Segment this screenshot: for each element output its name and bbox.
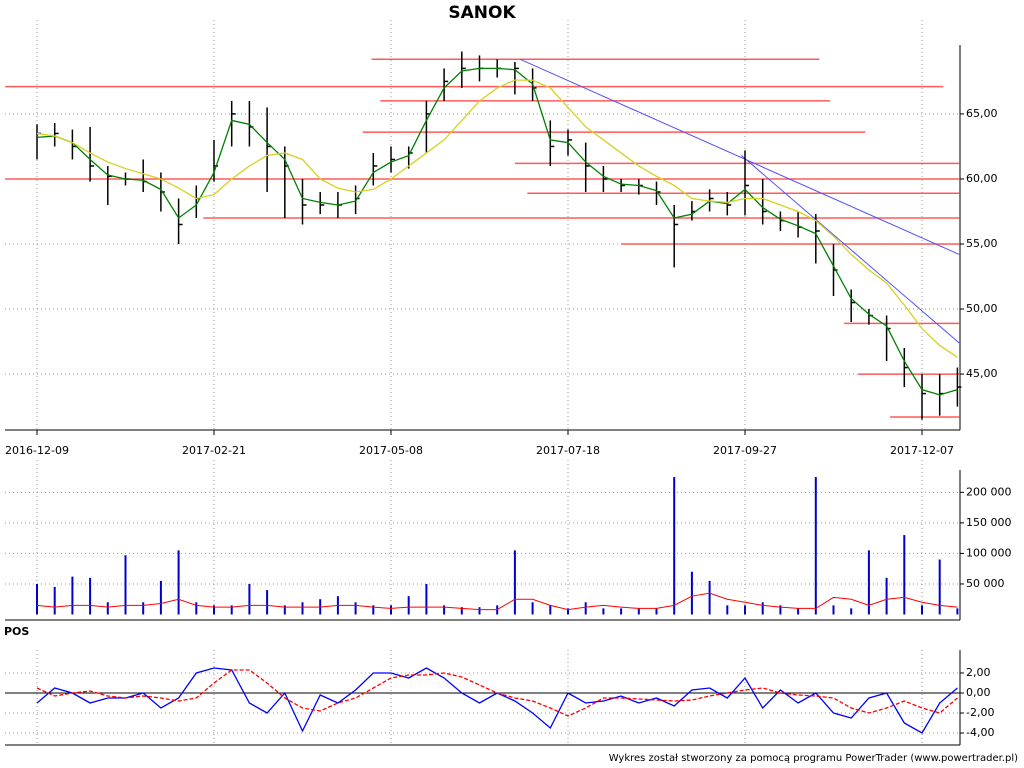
y-tick-label: 45,00: [966, 367, 998, 380]
volume-bar: [602, 608, 605, 615]
volume-bar: [744, 605, 746, 615]
x-tick-label: 2016-12-09: [5, 444, 69, 457]
volume-bar: [478, 607, 481, 615]
volume-bar: [53, 587, 56, 615]
y-tick-label: 65,00: [966, 107, 998, 120]
y-tick-label: 150 000: [966, 516, 1012, 529]
volume-bar: [567, 608, 569, 615]
volume-bar: [726, 605, 729, 615]
volume-bar: [584, 602, 587, 615]
volume-bar: [850, 608, 853, 615]
volume-bar: [390, 605, 392, 615]
volume-bar: [177, 550, 180, 615]
x-tick-label: 2017-02-21: [182, 444, 246, 457]
y-tick-label: -4,00: [966, 726, 994, 739]
volume-bar: [425, 583, 428, 615]
volume-bar: [620, 608, 623, 615]
volume-bar: [655, 608, 658, 615]
panel-title: POS: [4, 625, 29, 638]
trend-line: [741, 155, 960, 344]
volume-bar: [71, 576, 74, 615]
volume-bar: [637, 608, 640, 615]
volume-bar: [213, 605, 215, 615]
volume-bar: [956, 608, 959, 615]
volume-bar: [690, 571, 693, 615]
volume-bar: [460, 607, 463, 615]
volume-bar: [106, 602, 109, 615]
volume-bar: [867, 550, 870, 615]
volume-bar: [549, 605, 552, 615]
volume-bar: [283, 605, 286, 615]
volume-bar: [814, 477, 817, 615]
volume-bar: [301, 602, 304, 615]
volume-bar: [797, 608, 800, 615]
volume-average: [36, 592, 958, 611]
volume-bar: [230, 605, 233, 615]
volume-bar: [903, 535, 906, 615]
y-tick-label: -2,00: [966, 706, 994, 719]
volume-bar: [89, 577, 92, 615]
x-tick-label: 2017-12-07: [890, 444, 954, 457]
volume-bar: [531, 602, 534, 615]
volume-bar: [921, 605, 923, 615]
volume-bar: [142, 602, 145, 615]
footer: Wykres został stworzony za pomocą progra…: [609, 753, 1018, 764]
y-tick-label: 55,00: [966, 237, 998, 250]
volume-bar: [159, 580, 162, 615]
volume-bar: [372, 605, 375, 615]
volume-bar: [266, 590, 269, 615]
pos-line: [36, 669, 958, 717]
y-tick-label: 50 000: [966, 577, 1005, 590]
volume-bar: [513, 550, 516, 615]
moving-average: [36, 67, 958, 396]
volume-bar: [708, 580, 711, 615]
y-tick-label: 0,00: [966, 686, 991, 699]
volume-bar: [832, 605, 835, 615]
moving-average: [36, 79, 958, 358]
volume-bar: [443, 605, 446, 615]
y-tick-label: 50,00: [966, 302, 998, 315]
volume-bar: [407, 596, 410, 615]
y-tick-label: 2,00: [966, 666, 991, 679]
x-tick-label: 2017-09-27: [713, 444, 777, 457]
volume-bar: [673, 477, 676, 615]
trend-line: [520, 58, 960, 255]
volume-bar: [761, 602, 764, 615]
y-tick-label: 60,00: [966, 172, 998, 185]
volume-bar: [885, 577, 888, 615]
x-tick-label: 2017-05-08: [359, 444, 423, 457]
volume-bar: [938, 559, 941, 615]
volume-bar: [124, 555, 127, 615]
chart-title: SANOK: [448, 3, 516, 23]
volume-bar: [36, 583, 38, 615]
volume-bar: [779, 605, 782, 615]
y-tick-label: 100 000: [966, 546, 1012, 559]
volume-bar: [195, 602, 198, 615]
volume-bar: [248, 583, 251, 615]
y-tick-label: 200 000: [966, 485, 1012, 498]
volume-bar: [354, 602, 357, 615]
x-tick-label: 2017-07-18: [536, 444, 600, 457]
